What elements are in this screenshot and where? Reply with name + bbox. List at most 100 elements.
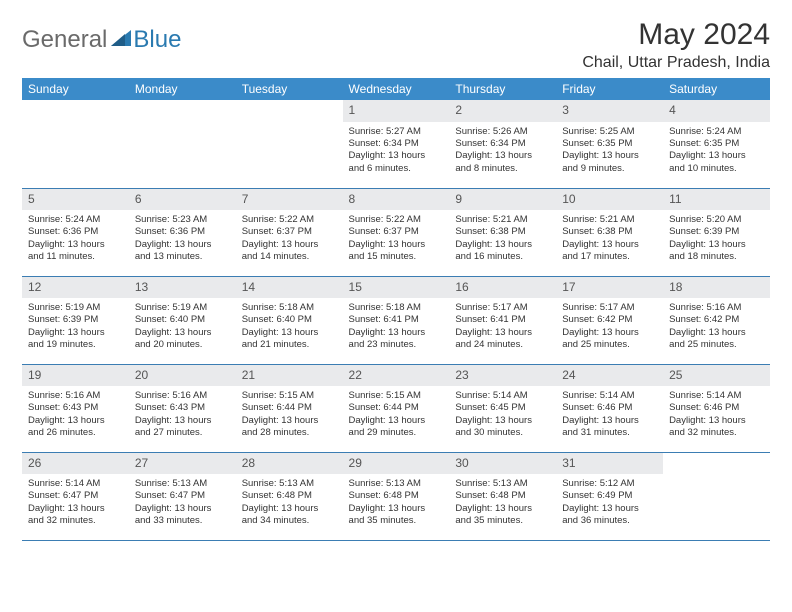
- calendar-day-cell: 8Sunrise: 5:22 AMSunset: 6:37 PMDaylight…: [343, 188, 450, 276]
- day-body: Sunrise: 5:12 AMSunset: 6:49 PMDaylight:…: [556, 474, 663, 531]
- day-number: 25: [663, 365, 770, 387]
- sunrise-line: Sunrise: 5:19 AM: [28, 302, 123, 314]
- sunset-line: Sunset: 6:47 PM: [28, 490, 123, 502]
- calendar-day-cell: [663, 452, 770, 540]
- daylight-line: Daylight: 13 hours and 25 minutes.: [669, 327, 764, 352]
- sunrise-line: Sunrise: 5:24 AM: [669, 126, 764, 138]
- calendar-day-cell: 17Sunrise: 5:17 AMSunset: 6:42 PMDayligh…: [556, 276, 663, 364]
- day-body: Sunrise: 5:14 AMSunset: 6:45 PMDaylight:…: [449, 386, 556, 443]
- sunrise-line: Sunrise: 5:14 AM: [669, 390, 764, 402]
- day-number: 31: [556, 453, 663, 475]
- day-number: 24: [556, 365, 663, 387]
- sunrise-line: Sunrise: 5:17 AM: [455, 302, 550, 314]
- day-number: 16: [449, 277, 556, 299]
- day-number: 2: [449, 100, 556, 122]
- day-number: 29: [343, 453, 450, 475]
- sunset-line: Sunset: 6:34 PM: [349, 138, 444, 150]
- day-body: Sunrise: 5:15 AMSunset: 6:44 PMDaylight:…: [236, 386, 343, 443]
- daylight-line: Daylight: 13 hours and 17 minutes.: [562, 239, 657, 264]
- sunrise-line: Sunrise: 5:25 AM: [562, 126, 657, 138]
- day-body: Sunrise: 5:19 AMSunset: 6:40 PMDaylight:…: [129, 298, 236, 355]
- calendar-day-cell: 6Sunrise: 5:23 AMSunset: 6:36 PMDaylight…: [129, 188, 236, 276]
- day-body: Sunrise: 5:17 AMSunset: 6:41 PMDaylight:…: [449, 298, 556, 355]
- calendar-day-cell: 30Sunrise: 5:13 AMSunset: 6:48 PMDayligh…: [449, 452, 556, 540]
- daylight-line: Daylight: 13 hours and 14 minutes.: [242, 239, 337, 264]
- daylight-line: Daylight: 13 hours and 26 minutes.: [28, 415, 123, 440]
- day-body: Sunrise: 5:13 AMSunset: 6:47 PMDaylight:…: [129, 474, 236, 531]
- sunset-line: Sunset: 6:43 PM: [28, 402, 123, 414]
- sunrise-line: Sunrise: 5:13 AM: [242, 478, 337, 490]
- daylight-line: Daylight: 13 hours and 6 minutes.: [349, 150, 444, 175]
- daylight-line: Daylight: 13 hours and 16 minutes.: [455, 239, 550, 264]
- calendar-day-cell: 13Sunrise: 5:19 AMSunset: 6:40 PMDayligh…: [129, 276, 236, 364]
- day-body: Sunrise: 5:19 AMSunset: 6:39 PMDaylight:…: [22, 298, 129, 355]
- calendar-day-cell: 20Sunrise: 5:16 AMSunset: 6:43 PMDayligh…: [129, 364, 236, 452]
- weekday-header: Thursday: [449, 78, 556, 100]
- sunset-line: Sunset: 6:48 PM: [455, 490, 550, 502]
- daylight-line: Daylight: 13 hours and 35 minutes.: [455, 503, 550, 528]
- daylight-line: Daylight: 13 hours and 11 minutes.: [28, 239, 123, 264]
- daylight-line: Daylight: 13 hours and 18 minutes.: [669, 239, 764, 264]
- sunset-line: Sunset: 6:37 PM: [349, 226, 444, 238]
- location: Chail, Uttar Pradesh, India: [582, 54, 770, 72]
- day-body: Sunrise: 5:21 AMSunset: 6:38 PMDaylight:…: [556, 210, 663, 267]
- sunset-line: Sunset: 6:35 PM: [562, 138, 657, 150]
- day-number: 18: [663, 277, 770, 299]
- weekday-header: Monday: [129, 78, 236, 100]
- calendar-day-cell: 25 Sunrise: 5:14 AMSunset: 6:46 PMDayligh…: [663, 364, 770, 452]
- calendar-day-cell: 26Sunrise: 5:14 AMSunset: 6:47 PMDayligh…: [22, 452, 129, 540]
- sunrise-line: Sunrise: 5:21 AM: [455, 214, 550, 226]
- daylight-line: Daylight: 13 hours and 13 minutes.: [135, 239, 230, 264]
- daylight-line: Daylight: 13 hours and 15 minutes.: [349, 239, 444, 264]
- day-body: Sunrise: 5:22 AMSunset: 6:37 PMDaylight:…: [236, 210, 343, 267]
- sunrise-line: Sunrise: 5:19 AM: [135, 302, 230, 314]
- daylight-line: Daylight: 13 hours and 21 minutes.: [242, 327, 337, 352]
- day-number: 9: [449, 189, 556, 211]
- calendar-day-cell: 12Sunrise: 5:19 AMSunset: 6:39 PMDayligh…: [22, 276, 129, 364]
- daylight-line: Daylight: 13 hours and 32 minutes.: [669, 415, 764, 440]
- calendar-day-cell: 23Sunrise: 5:14 AMSunset: 6:45 PMDayligh…: [449, 364, 556, 452]
- sunrise-line: Sunrise: 5:13 AM: [135, 478, 230, 490]
- calendar-week-row: 1Sunrise: 5:27 AMSunset: 6:34 PMDaylight…: [22, 100, 770, 188]
- calendar-day-cell: 5Sunrise: 5:24 AMSunset: 6:36 PMDaylight…: [22, 188, 129, 276]
- calendar-day-cell: [129, 100, 236, 188]
- day-body: Sunrise: 5:13 AMSunset: 6:48 PMDaylight:…: [343, 474, 450, 531]
- day-number: 12: [22, 277, 129, 299]
- sunrise-line: Sunrise: 5:14 AM: [28, 478, 123, 490]
- calendar-day-cell: 2Sunrise: 5:26 AMSunset: 6:34 PMDaylight…: [449, 100, 556, 188]
- day-body: Sunrise: 5:21 AMSunset: 6:38 PMDaylight:…: [449, 210, 556, 267]
- sunrise-line: Sunrise: 5:15 AM: [242, 390, 337, 402]
- calendar-day-cell: 14Sunrise: 5:18 AMSunset: 6:40 PMDayligh…: [236, 276, 343, 364]
- calendar-day-cell: [22, 100, 129, 188]
- day-body: Sunrise: 5:16 AMSunset: 6:42 PMDaylight:…: [663, 298, 770, 355]
- sunrise-line: Sunrise: 5:22 AM: [349, 214, 444, 226]
- sunset-line: Sunset: 6:40 PM: [242, 314, 337, 326]
- day-number: 19: [22, 365, 129, 387]
- sunset-line: Sunset: 6:37 PM: [242, 226, 337, 238]
- sunrise-line: Sunrise: 5:21 AM: [562, 214, 657, 226]
- sunrise-line: Sunrise: 5:13 AM: [455, 478, 550, 490]
- sunrise-line: Sunrise: 5:16 AM: [28, 390, 123, 402]
- daylight-line: Daylight: 13 hours and 23 minutes.: [349, 327, 444, 352]
- daylight-line: Daylight: 13 hours and 35 minutes.: [349, 503, 444, 528]
- daylight-line: Daylight: 13 hours and 20 minutes.: [135, 327, 230, 352]
- sunset-line: Sunset: 6:34 PM: [455, 138, 550, 150]
- sunset-line: Sunset: 6:42 PM: [669, 314, 764, 326]
- daylight-line: Daylight: 13 hours and 30 minutes.: [455, 415, 550, 440]
- calendar-day-cell: 27Sunrise: 5:13 AMSunset: 6:47 PMDayligh…: [129, 452, 236, 540]
- sunset-line: Sunset: 6:46 PM: [669, 402, 764, 414]
- day-body: Sunrise: 5:24 AMSunset: 6:35 PMDaylight:…: [663, 122, 770, 179]
- sunrise-line: Sunrise: 5:14 AM: [562, 390, 657, 402]
- day-number: 14: [236, 277, 343, 299]
- daylight-line: Daylight: 13 hours and 19 minutes.: [28, 327, 123, 352]
- sunset-line: Sunset: 6:39 PM: [669, 226, 764, 238]
- day-body: Sunrise: 5:27 AMSunset: 6:34 PMDaylight:…: [343, 122, 450, 179]
- logo-text-general: General: [22, 26, 107, 54]
- sunrise-line: Sunrise: 5:20 AM: [669, 214, 764, 226]
- day-number: 22: [343, 365, 450, 387]
- day-number: 13: [129, 277, 236, 299]
- calendar-day-cell: 28Sunrise: 5:13 AMSunset: 6:48 PMDayligh…: [236, 452, 343, 540]
- day-body: Sunrise: 5:26 AMSunset: 6:34 PMDaylight:…: [449, 122, 556, 179]
- daylight-line: Daylight: 13 hours and 10 minutes.: [669, 150, 764, 175]
- day-body: Sunrise: 5:13 AMSunset: 6:48 PMDaylight:…: [236, 474, 343, 531]
